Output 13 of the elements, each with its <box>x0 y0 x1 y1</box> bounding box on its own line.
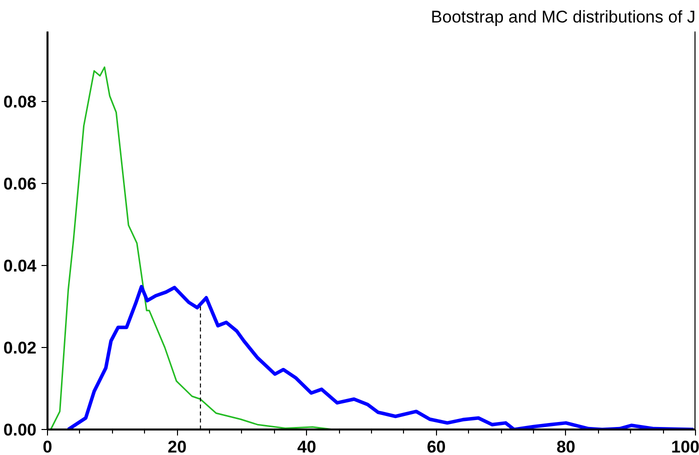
x-tick-label: 40 <box>297 438 316 455</box>
x-tick-label: 80 <box>556 438 576 455</box>
y-tick-label: 0.02 <box>3 338 37 358</box>
chart-title: Bootstrap and MC distributions of J <box>430 8 696 26</box>
x-tick-label: 20 <box>168 438 187 455</box>
y-tick-label: 0.08 <box>3 92 37 112</box>
y-tick-label: 0.00 <box>3 420 37 440</box>
y-tick-label: 0.06 <box>3 174 37 194</box>
x-tick-label: 0 <box>42 438 52 455</box>
line-series <box>66 284 696 430</box>
x-tick-label: 100 <box>671 438 699 455</box>
x-tick-label: 60 <box>426 438 446 455</box>
y-tick-label: 0.04 <box>3 256 38 276</box>
